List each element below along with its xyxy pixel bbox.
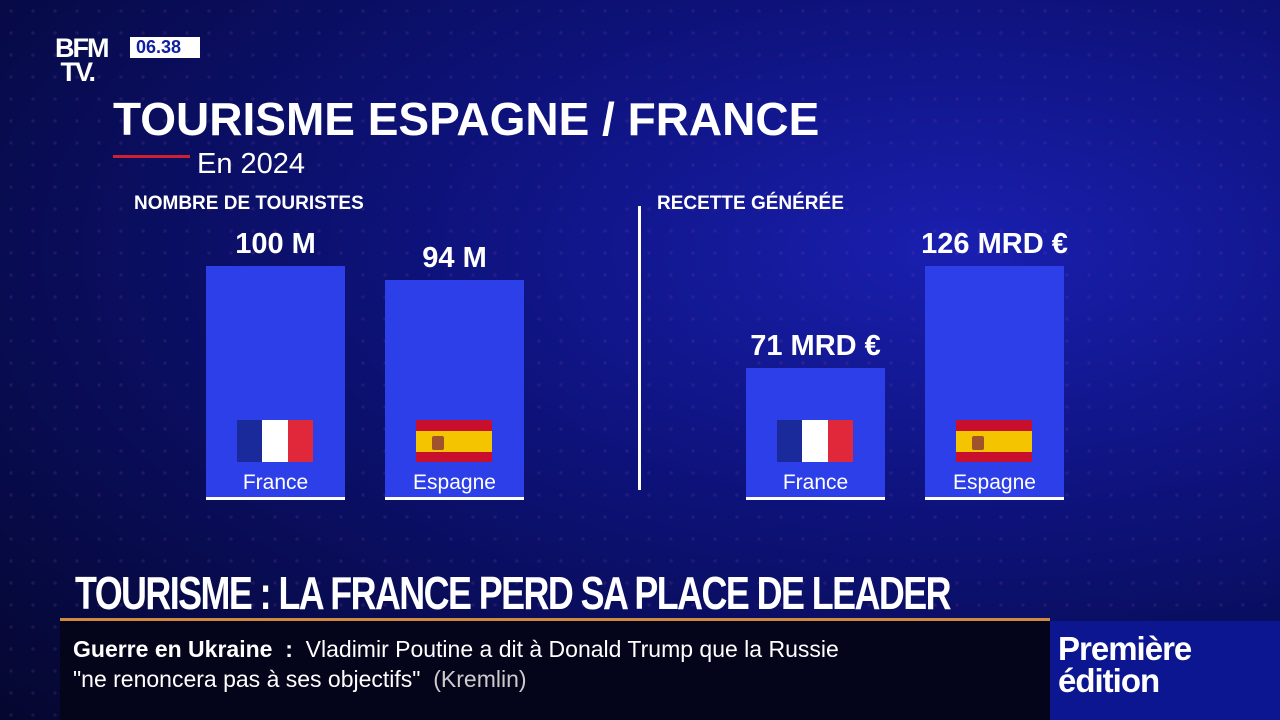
ticker-text-1: Vladimir Poutine a dit à Donald Trump qu… xyxy=(305,636,839,662)
channel-logo: BFM TV. xyxy=(55,33,110,87)
category-label: France xyxy=(782,471,849,494)
france-flag-icon xyxy=(777,420,853,462)
ticker-separator: : xyxy=(285,636,293,662)
bar-espagne xyxy=(385,280,524,500)
data-label: 126 MRD € xyxy=(921,228,1068,260)
chart-title-revenue: RECETTE GÉNÉRÉE xyxy=(657,193,844,214)
ticker-line-1: Guerre en Ukraine : Vladimir Poutine a d… xyxy=(73,636,839,663)
france-flag-icon xyxy=(237,420,313,462)
bar-france xyxy=(206,266,345,500)
chart-title-tourists: NOMBRE DE TOURISTES xyxy=(134,193,364,214)
data-label: 71 MRD € xyxy=(750,330,881,363)
spain-flag-icon xyxy=(956,420,1032,462)
graphic-title: TOURISME ESPAGNE / FRANCE xyxy=(113,93,820,145)
headline-underline xyxy=(60,618,1050,621)
category-label: Espagne xyxy=(413,471,496,494)
chart-divider xyxy=(638,206,641,490)
graphic-subtitle: En 2024 xyxy=(197,148,306,180)
ticker-source: (Kremlin) xyxy=(433,666,527,692)
ticker-line-2: "ne renoncera pas à ses objectifs" (Krem… xyxy=(73,666,527,693)
ticker-text-2: "ne renoncera pas à ses objectifs" xyxy=(73,666,421,692)
spain-flag-icon xyxy=(416,420,492,462)
data-label: 94 M xyxy=(422,242,487,275)
program-name: Première édition xyxy=(1050,621,1280,720)
category-label: Espagne xyxy=(953,471,1036,494)
bar-espagne xyxy=(925,266,1064,500)
accent-line xyxy=(113,155,190,158)
clock: 06.38 xyxy=(130,37,200,58)
data-label: 100 M xyxy=(235,228,316,260)
news-ticker xyxy=(60,621,1050,720)
category-label: France xyxy=(242,471,309,494)
ticker-topic: Guerre en Ukraine xyxy=(73,636,273,662)
headline: TOURISME : LA FRANCE PERD SA PLACE DE LE… xyxy=(75,567,951,619)
